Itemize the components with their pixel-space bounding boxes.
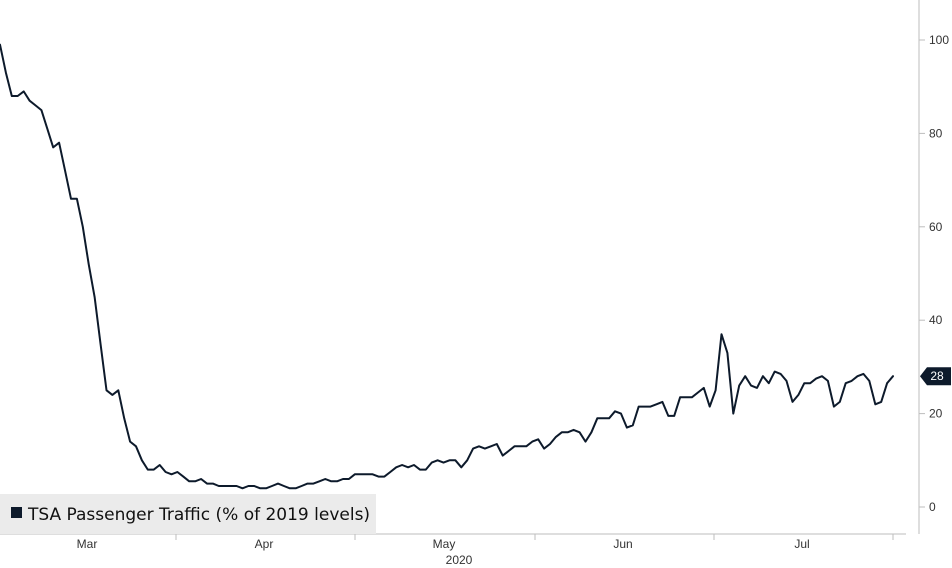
y-tick-label: 40 <box>929 313 943 327</box>
y-tick-label: 20 <box>929 407 943 421</box>
legend-background <box>0 494 376 534</box>
y-tick-label: 80 <box>929 126 943 140</box>
y-tick-label: 60 <box>929 220 943 234</box>
x-tick-label: Jun <box>613 537 632 551</box>
plot-area <box>0 43 894 490</box>
legend-label: TSA Passenger Traffic (% of 2019 levels) <box>27 505 370 525</box>
series-line-tsa-traffic <box>0 43 894 490</box>
x-axis-tick-labels: Mar Apr May Jun Jul <box>77 537 810 551</box>
last-value-badge-shape <box>920 367 951 386</box>
y-axis-ticks: 0 20 40 60 80 100 <box>919 33 949 514</box>
x-tick-label: May <box>433 537 456 551</box>
x-tick-label: Apr <box>255 537 274 551</box>
legend-swatch <box>11 507 22 518</box>
x-axis-year-label: 2020 <box>446 553 473 567</box>
x-axis-minor-ticks <box>175 534 894 540</box>
x-tick-label: Mar <box>77 537 98 551</box>
y-axis: 0 20 40 60 80 100 <box>918 0 949 534</box>
last-value-badge: 28 <box>920 367 951 386</box>
y-tick-label: 0 <box>929 500 936 514</box>
legend: TSA Passenger Traffic (% of 2019 levels) <box>0 494 376 534</box>
y-tick-label: 100 <box>929 33 949 47</box>
last-value-label: 28 <box>930 369 944 383</box>
x-tick-label: Jul <box>794 537 809 551</box>
x-axis: Mar Apr May Jun Jul 2020 <box>0 533 906 567</box>
